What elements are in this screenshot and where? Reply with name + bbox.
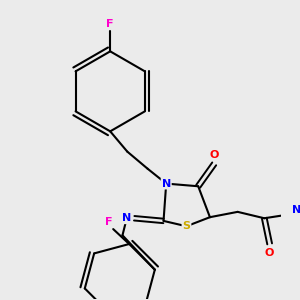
Text: O: O: [265, 248, 274, 258]
Text: N: N: [162, 178, 171, 189]
Text: S: S: [182, 221, 190, 231]
Text: N: N: [122, 213, 131, 223]
Text: F: F: [106, 19, 114, 28]
Text: N: N: [292, 205, 300, 215]
Text: O: O: [209, 150, 219, 160]
Text: F: F: [105, 217, 113, 226]
